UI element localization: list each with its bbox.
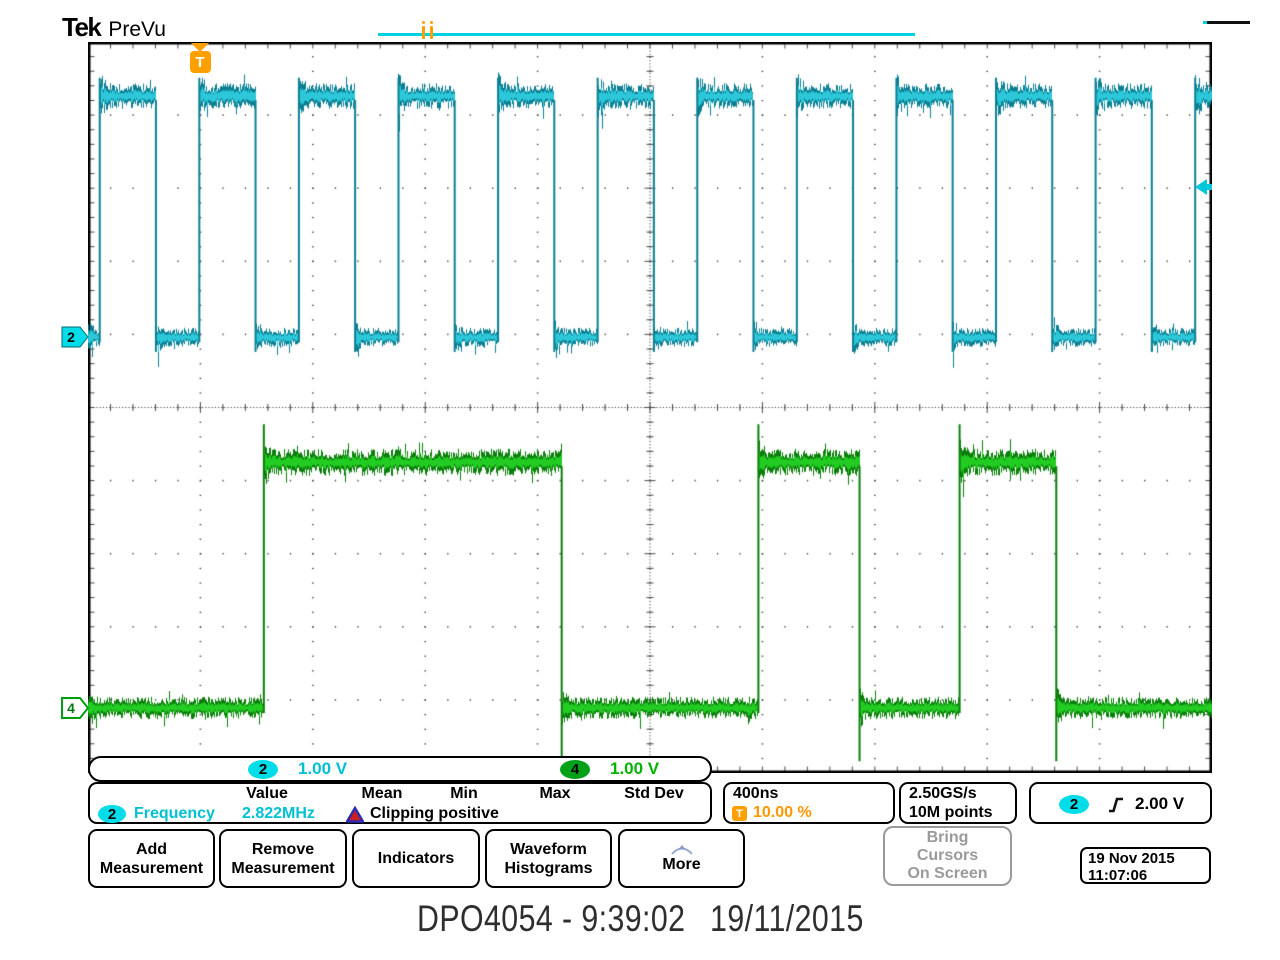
datetime-box: 19 Nov 2015 11:07:06	[1080, 847, 1211, 884]
measurement-header-max: Max	[539, 785, 571, 802]
bring-cursors-on-screen-button[interactable]: Bring Cursors On Screen	[883, 826, 1012, 886]
trigger-level-arrow-icon	[1195, 179, 1212, 195]
sample-rate: 2.50GS/s	[909, 785, 977, 802]
remove-measurement-button[interactable]: Remove Measurement	[219, 829, 347, 888]
measurement-header-min: Min	[450, 785, 478, 802]
acquisition-readout-box: 2.50GS/s 10M points	[899, 782, 1017, 824]
channel-2-badge: 2	[248, 760, 278, 779]
measurement-panel: Value Mean Min Max Std Dev 2 Frequency 2…	[88, 782, 712, 824]
channel-4-badge: 4	[560, 760, 590, 779]
channel-4-position-marker: 4	[61, 697, 89, 719]
measurement-value: 2.822MHz	[242, 805, 315, 822]
measurement-header-mean: Mean	[361, 785, 403, 802]
button-label: Remove	[251, 840, 315, 858]
caption-date: 19/11/2015	[709, 898, 864, 939]
add-measurement-button[interactable]: Add Measurement	[88, 829, 215, 888]
more-button[interactable]: More	[618, 829, 745, 888]
button-label: On Screen	[907, 865, 988, 882]
tek-brand-text: Tek	[62, 12, 102, 42]
screenshot-caption: DPO4054 - 9:39:02 19/11/2015	[0, 898, 1280, 940]
record-bar-end-tick	[1203, 21, 1207, 24]
button-label: More	[662, 856, 701, 873]
indicators-button[interactable]: Indicators	[352, 829, 480, 888]
button-label: Bring	[926, 829, 969, 846]
record-window-marker-left-icon	[422, 21, 425, 39]
time-label: 11:07:06	[1088, 867, 1148, 884]
record-window-marker-right-icon	[430, 21, 433, 39]
tek-logo: Tek PreVu	[62, 12, 166, 43]
button-label: Add	[135, 840, 168, 858]
trigger-t-icon: T	[732, 806, 747, 821]
warning-triangle-icon	[346, 806, 364, 823]
trigger-position-value: 10.00 %	[753, 804, 812, 821]
channel-scale-bar: 2 1.00 V 4 1.00 V	[88, 756, 712, 782]
measurement-warning-text: Clipping positive	[370, 805, 499, 822]
top-right-dash	[1207, 21, 1250, 24]
button-label: Measurement	[99, 859, 204, 877]
waveform-histograms-button[interactable]: Waveform Histograms	[485, 829, 612, 888]
waveform-graticule	[88, 42, 1212, 773]
trigger-level-value: 2.00 V	[1135, 794, 1185, 813]
button-label: Waveform	[510, 840, 587, 858]
channel-4-scale: 1.00 V	[610, 759, 660, 778]
horizontal-readout-box: 400ns T 10.00 %	[723, 782, 895, 824]
svg-text:2: 2	[67, 329, 75, 345]
record-view-bar	[378, 33, 915, 36]
rising-edge-icon	[1109, 797, 1123, 813]
svg-text:4: 4	[67, 700, 75, 716]
button-label: Measurement	[231, 859, 335, 877]
measurement-header-stddev: Std Dev	[624, 785, 684, 802]
channel-2-scale: 1.00 V	[298, 759, 348, 778]
curve-more-icon	[670, 845, 693, 855]
horizontal-scale: 400ns	[733, 785, 779, 802]
measurement-header-value: Value	[246, 785, 288, 802]
button-label: Indicators	[377, 850, 455, 867]
trigger-position-flag-icon: T	[189, 43, 211, 73]
record-length: 10M points	[909, 804, 993, 821]
caption-model-time: DPO4054 - 9:39:02	[416, 898, 686, 939]
measurement-row: 2 Frequency 2.822MHz Clipping positive	[90, 805, 710, 825]
channel-2-position-marker: 2	[61, 326, 89, 348]
measurement-name: Frequency	[134, 805, 215, 822]
button-label: Cursors	[916, 847, 979, 864]
acquisition-mode-label: PreVu	[108, 18, 166, 41]
trigger-readout-box: 2 2.00 V	[1029, 782, 1212, 824]
date-label: 19 Nov 2015	[1088, 850, 1175, 867]
measurement-channel-badge: 2	[98, 805, 126, 823]
button-label: Histograms	[504, 859, 593, 877]
trigger-source-badge: 2	[1059, 795, 1089, 814]
